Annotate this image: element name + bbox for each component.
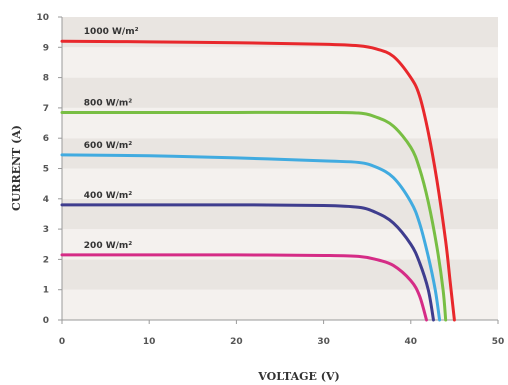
y-tick-label: 10: [36, 13, 49, 23]
x-tick-label: 40: [405, 337, 418, 347]
grid-band: [62, 138, 498, 169]
x-axis-title: VOLTAGE (V): [257, 370, 339, 383]
series-label: 400 W/m²: [84, 191, 133, 201]
x-tick-label: 50: [492, 337, 505, 347]
y-tick-label: 8: [43, 74, 49, 84]
y-axis-title: CURRENT (A): [10, 125, 23, 211]
grid-band: [62, 47, 498, 78]
x-tick-label: 30: [317, 337, 330, 347]
y-tick-label: 1: [43, 286, 49, 296]
grid-band: [62, 77, 498, 108]
series-labels: 1000 W/m² 800 W/m² 600 W/m² 400 W/m² 200 W/m…: [84, 27, 139, 251]
y-tick-label: 0: [43, 316, 49, 326]
y-tick-labels: 0 1 2 3 4 5 6 7 8 9 10: [36, 13, 49, 326]
y-tick-label: 6: [43, 134, 49, 144]
series-label: 1000 W/m²: [84, 27, 139, 37]
y-tick-label: 5: [43, 165, 49, 175]
series-lines: [60, 39, 456, 322]
y-tick-label: 9: [43, 43, 49, 53]
y-tick-label: 4: [43, 195, 49, 205]
series-line: [60, 110, 448, 322]
y-tick-label: 3: [43, 225, 49, 235]
series-label: 200 W/m²: [84, 241, 133, 251]
x-tick-label: 0: [59, 337, 65, 347]
series-line: [60, 203, 435, 322]
y-tick-label: 7: [43, 104, 49, 114]
y-tick-label: 2: [43, 255, 49, 265]
series-line: [60, 153, 442, 322]
x-tick-label: 10: [143, 337, 156, 347]
series-line: [60, 39, 456, 322]
x-tick-label: 20: [230, 337, 243, 347]
series-label: 600 W/m²: [84, 141, 133, 151]
x-tick-labels: 0 10 20 30 40 50: [59, 337, 504, 347]
series-label: 800 W/m²: [84, 98, 133, 108]
series-line: [60, 253, 428, 322]
